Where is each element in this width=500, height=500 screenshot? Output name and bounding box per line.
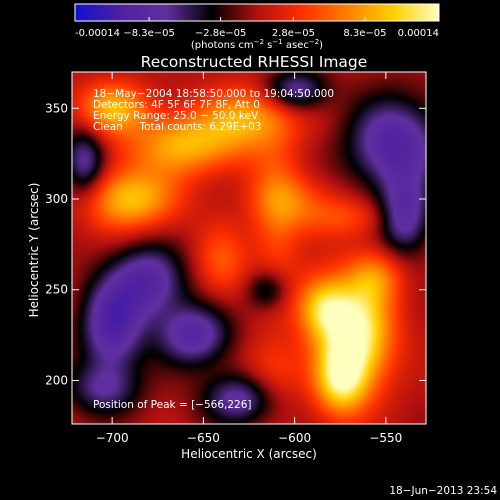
y-tick-label: 200 — [45, 373, 68, 387]
annotation-clean-counts: Clean Total counts: 6.29E+03 — [93, 121, 262, 133]
annotation-peak-position: Position of Peak = [−566,226] — [93, 399, 252, 411]
x-tick-label: −600 — [278, 431, 311, 445]
x-tick-label: −700 — [96, 431, 129, 445]
y-tick-label: 350 — [45, 101, 68, 115]
annotation-detectors: Detectors: 4F 5F 6F 7F 8F, Att 0 — [93, 99, 260, 111]
x-axis-ticks: −700 −650 −600 −550 — [96, 72, 402, 445]
colorbar-tick-label: −8.3e−05 — [123, 28, 175, 39]
colorbar-tick-label: −2.8e−05 — [195, 28, 247, 39]
x-axis-label: Heliocentric X (arcsec) — [181, 447, 317, 461]
colorbar-units-label: (photons cm−2 s−1 asec−2) — [191, 38, 323, 51]
y-axis-label: Heliocentric Y (arcsec) — [27, 183, 41, 318]
y-tick-label: 250 — [45, 283, 68, 297]
colorbar-tick-label: 0.00014 — [398, 28, 439, 39]
timestamp: 18−Jun−2013 23:54 — [389, 485, 497, 497]
y-axis-ticks: 200 250 300 350 — [45, 101, 426, 387]
y-tick-label: 300 — [45, 192, 68, 206]
x-tick-label: −650 — [187, 431, 220, 445]
colorbar-tick-label: 2.8e−05 — [272, 28, 315, 39]
colorbar-tick-label: 8.3e−05 — [343, 28, 386, 39]
heatmap-image — [72, 72, 426, 424]
annotation-energy-range: Energy Range: 25.0 − 50.0 keV — [93, 110, 259, 122]
colorbar-tick-label: -0.00014 — [75, 28, 120, 39]
plot-frame — [71, 71, 427, 425]
annotation-time-range: 18−May−2004 18:58:50.000 to 19:04:50.000 — [93, 88, 334, 100]
chart-title: Reconstructed RHESSI Image — [141, 53, 368, 71]
colorbar-ticks: -0.00014 −8.3e−05 −2.8e−05 2.8e−05 8.3e−05 0.… — [74, 17, 440, 39]
colorbar — [74, 3, 440, 22]
x-tick-label: −550 — [369, 431, 402, 445]
